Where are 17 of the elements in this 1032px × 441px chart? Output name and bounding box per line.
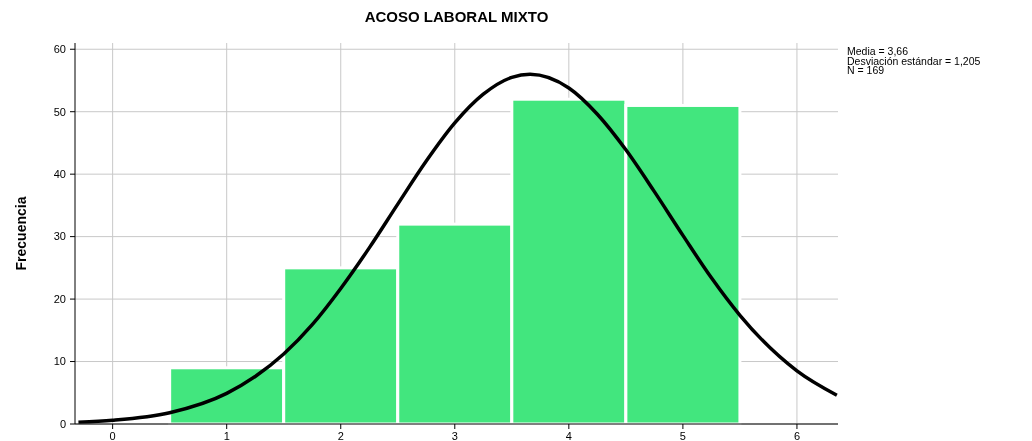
y-tick-label: 10 [53,355,66,368]
x-tick-label: 3 [451,430,458,441]
x-tick-label: 1 [223,430,230,441]
y-tick-label: 60 [53,43,66,56]
y-tick-label: 40 [53,168,66,181]
y-tick-label: 30 [53,230,66,243]
text: N = 169 [847,64,885,76]
y-tick-label: 50 [53,105,66,118]
x-tick-label: 6 [793,430,800,441]
y-axis-title: Frecuencia [13,196,29,271]
y-tick-label: 0 [59,417,66,430]
x-tick-label: 4 [565,430,572,441]
x-tick-label: 0 [109,430,116,441]
x-tick-label: 2 [337,430,344,441]
chart-title: ACOSO LABORAL MIXTO [364,8,549,25]
y-tick-label: 20 [53,292,66,305]
x-tick-label: 5 [679,430,686,441]
